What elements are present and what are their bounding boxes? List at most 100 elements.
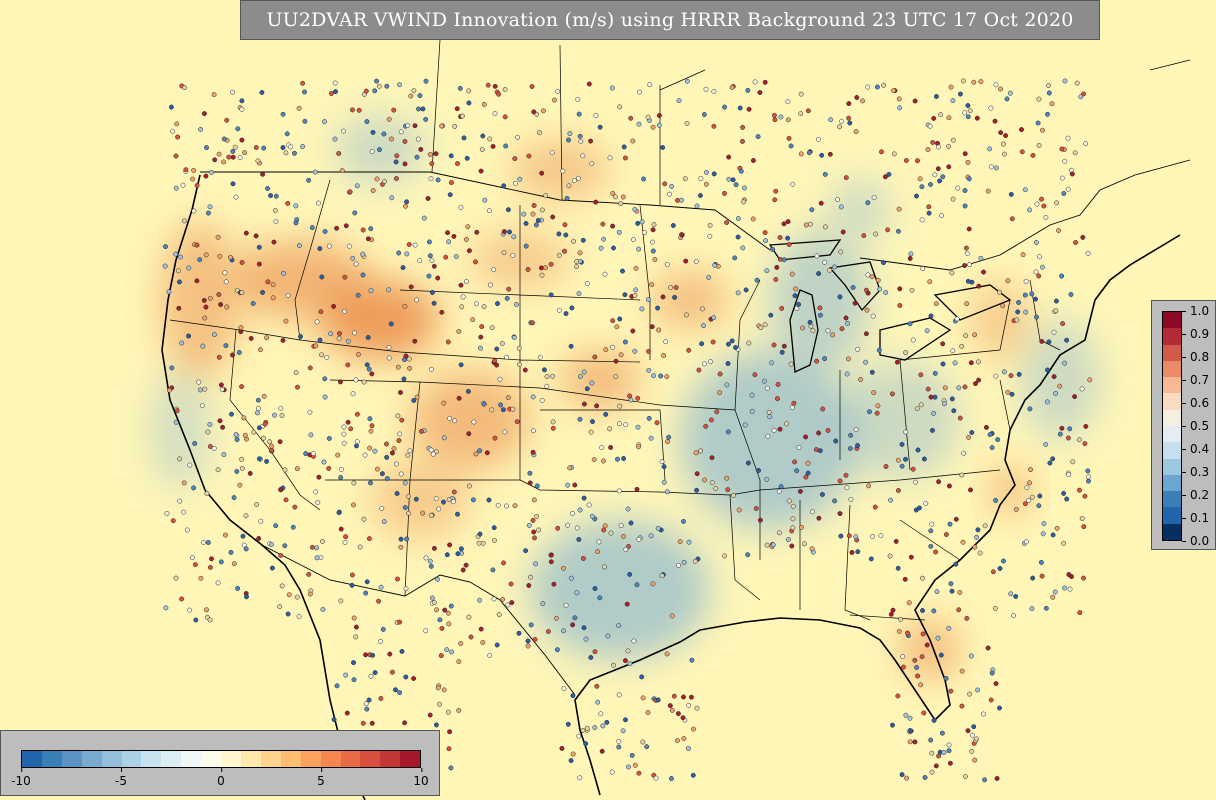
station-marker <box>1073 240 1079 245</box>
station-marker <box>632 206 638 212</box>
station-marker <box>1036 503 1042 509</box>
station-marker <box>688 694 694 700</box>
station-marker <box>344 710 350 716</box>
probability-color-step <box>1163 426 1181 443</box>
station-marker <box>256 425 262 431</box>
station-marker <box>477 531 483 537</box>
station-marker <box>730 177 736 183</box>
station-marker <box>428 512 434 518</box>
station-marker <box>1030 575 1036 581</box>
station-marker <box>932 172 938 178</box>
station-marker <box>611 662 616 668</box>
station-marker <box>408 284 414 290</box>
station-marker <box>839 118 845 124</box>
station-marker <box>855 549 861 555</box>
station-marker <box>164 511 170 516</box>
station-marker <box>913 479 918 485</box>
station-marker <box>623 717 628 723</box>
station-marker <box>646 367 652 373</box>
station-marker <box>293 370 299 376</box>
station-marker <box>244 594 249 600</box>
station-marker <box>223 343 229 349</box>
station-marker <box>280 111 286 117</box>
station-marker <box>577 507 583 513</box>
station-marker <box>191 167 197 173</box>
station-marker <box>412 338 418 344</box>
station-marker <box>919 217 925 223</box>
station-marker <box>351 502 356 508</box>
station-marker <box>660 145 666 150</box>
station-marker <box>1045 367 1050 373</box>
station-marker <box>548 559 554 565</box>
station-marker <box>533 222 539 228</box>
station-marker <box>368 226 374 232</box>
station-marker <box>444 647 450 653</box>
station-marker <box>1060 321 1066 327</box>
station-marker <box>959 343 965 349</box>
station-marker <box>997 566 1003 571</box>
station-marker <box>539 170 545 176</box>
station-marker <box>893 538 899 544</box>
station-marker <box>334 225 340 231</box>
station-marker <box>351 677 357 683</box>
station-marker <box>817 305 823 311</box>
station-marker <box>285 200 291 206</box>
station-marker <box>364 119 370 125</box>
station-marker <box>788 361 794 367</box>
station-marker <box>779 305 785 311</box>
station-marker <box>681 736 687 742</box>
station-marker <box>279 413 285 418</box>
station-marker <box>429 290 435 295</box>
station-marker <box>234 437 240 443</box>
station-marker <box>193 617 199 623</box>
station-marker <box>429 366 434 372</box>
station-marker <box>942 385 948 391</box>
station-marker <box>825 427 831 433</box>
station-marker <box>794 305 800 311</box>
station-markers <box>162 78 1093 783</box>
station-marker <box>570 510 575 516</box>
station-marker <box>399 417 405 423</box>
station-marker <box>369 423 375 429</box>
station-marker <box>711 89 717 94</box>
station-marker <box>746 340 752 346</box>
station-marker <box>296 614 302 620</box>
station-marker <box>332 136 338 142</box>
station-marker <box>992 118 998 124</box>
station-marker <box>950 137 956 143</box>
station-marker <box>550 214 556 220</box>
station-marker <box>1065 135 1071 141</box>
station-marker <box>491 267 497 273</box>
station-marker <box>614 324 620 330</box>
station-marker <box>567 131 573 137</box>
station-marker <box>722 104 728 110</box>
station-marker <box>302 89 307 95</box>
station-marker <box>262 421 268 427</box>
station-marker <box>954 316 960 322</box>
station-marker <box>596 539 602 545</box>
station-marker <box>295 384 300 390</box>
station-marker <box>1046 90 1052 96</box>
station-marker <box>690 772 696 778</box>
station-marker <box>384 441 389 447</box>
station-marker <box>920 608 925 613</box>
innovation-blob <box>1020 320 1100 440</box>
station-marker <box>568 575 574 581</box>
station-marker <box>793 286 799 292</box>
station-marker <box>174 121 180 127</box>
station-marker <box>630 328 636 334</box>
station-marker <box>229 411 234 417</box>
station-marker <box>1019 149 1025 155</box>
station-marker <box>192 562 198 568</box>
station-marker <box>627 571 633 577</box>
station-marker <box>386 345 392 350</box>
station-marker <box>962 774 968 779</box>
station-marker <box>781 221 787 227</box>
station-marker <box>930 140 936 145</box>
station-marker <box>871 390 877 396</box>
station-marker <box>976 283 982 289</box>
station-marker <box>940 361 946 367</box>
station-marker <box>699 306 705 312</box>
station-marker <box>574 259 580 265</box>
station-marker <box>446 746 452 752</box>
